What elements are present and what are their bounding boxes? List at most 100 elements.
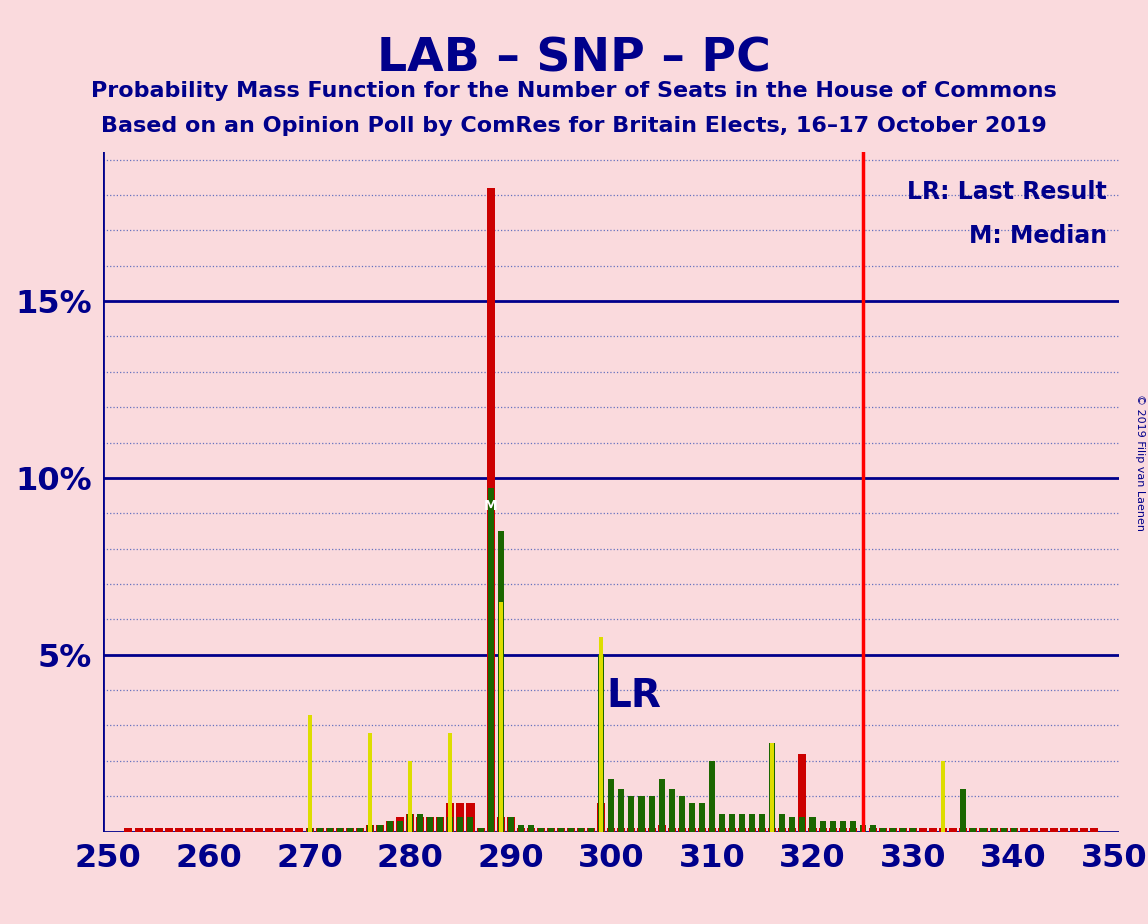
Bar	[497, 531, 504, 832]
Bar	[799, 818, 806, 832]
Bar	[900, 828, 906, 832]
Bar	[205, 828, 214, 832]
Bar	[155, 828, 163, 832]
Bar	[567, 828, 575, 832]
Bar	[759, 814, 766, 832]
Bar	[758, 828, 766, 832]
Bar	[246, 828, 254, 832]
Bar	[738, 828, 746, 832]
Bar	[546, 828, 554, 832]
Bar	[134, 828, 142, 832]
Bar	[367, 824, 373, 832]
Bar	[417, 814, 424, 832]
Bar	[1019, 828, 1027, 832]
Bar	[528, 824, 534, 832]
Bar	[396, 818, 404, 832]
Bar	[506, 818, 514, 832]
Bar	[819, 828, 827, 832]
Bar	[910, 828, 916, 832]
Bar	[579, 828, 584, 832]
Bar	[699, 803, 705, 832]
Bar	[649, 796, 654, 832]
Text: LR: Last Result: LR: Last Result	[907, 179, 1107, 203]
Bar	[598, 655, 604, 832]
Bar	[739, 814, 745, 832]
Bar	[839, 821, 846, 832]
Bar	[386, 821, 394, 832]
Bar	[789, 828, 797, 832]
Bar	[658, 824, 666, 832]
Bar	[698, 828, 706, 832]
Bar	[307, 828, 312, 832]
Bar	[668, 789, 675, 832]
Bar	[498, 602, 503, 832]
Bar	[457, 818, 464, 832]
Bar	[899, 828, 907, 832]
Bar	[949, 828, 957, 832]
Bar	[336, 828, 343, 832]
Bar	[1080, 828, 1088, 832]
Bar	[1050, 828, 1058, 832]
Bar	[618, 828, 626, 832]
Bar	[779, 814, 785, 832]
Bar	[466, 803, 474, 832]
Bar	[517, 828, 525, 832]
Bar	[991, 828, 996, 832]
Bar	[406, 814, 414, 832]
Bar	[409, 760, 412, 832]
Bar	[1040, 828, 1048, 832]
Bar	[568, 828, 574, 832]
Text: LR: LR	[606, 677, 661, 715]
Bar	[286, 828, 294, 832]
Bar	[317, 828, 323, 832]
Bar	[476, 828, 484, 832]
Bar	[719, 814, 726, 832]
Bar	[185, 828, 193, 832]
Bar	[860, 824, 866, 832]
Bar	[850, 821, 855, 832]
Text: Based on an Opinion Poll by ComRes for Britain Elects, 16–17 October 2019: Based on an Opinion Poll by ComRes for B…	[101, 116, 1047, 136]
Bar	[427, 818, 433, 832]
Bar	[387, 821, 393, 832]
Bar	[599, 637, 603, 832]
Bar	[467, 818, 473, 832]
Bar	[839, 828, 847, 832]
Text: LAB – SNP – PC: LAB – SNP – PC	[377, 37, 771, 82]
Bar	[597, 803, 605, 832]
Bar	[527, 828, 535, 832]
Bar	[449, 733, 452, 832]
Bar	[869, 828, 877, 832]
Text: Probability Mass Function for the Number of Seats in the House of Commons: Probability Mass Function for the Number…	[91, 81, 1057, 102]
Bar	[637, 828, 645, 832]
Bar	[668, 828, 676, 832]
Bar	[1030, 828, 1038, 832]
Bar	[879, 828, 887, 832]
Bar	[305, 828, 313, 832]
Bar	[1001, 828, 1007, 832]
Bar	[276, 828, 284, 832]
Bar	[497, 818, 505, 832]
Bar	[1010, 828, 1017, 832]
Bar	[235, 828, 243, 832]
Bar	[920, 828, 928, 832]
Bar	[729, 814, 735, 832]
Bar	[436, 818, 444, 832]
Bar	[588, 828, 595, 832]
Bar	[890, 828, 895, 832]
Bar	[820, 821, 825, 832]
Bar	[326, 828, 334, 832]
Bar	[164, 828, 172, 832]
Bar	[1060, 828, 1068, 832]
Bar	[750, 814, 755, 832]
Bar	[327, 828, 333, 832]
Bar	[577, 828, 585, 832]
Bar	[688, 828, 696, 832]
Bar	[518, 824, 523, 832]
Bar	[397, 821, 403, 832]
Bar	[1070, 828, 1078, 832]
Bar	[708, 760, 715, 832]
Text: M: Median: M: Median	[969, 224, 1107, 248]
Bar	[689, 803, 695, 832]
Bar	[778, 828, 786, 832]
Bar	[790, 818, 796, 832]
